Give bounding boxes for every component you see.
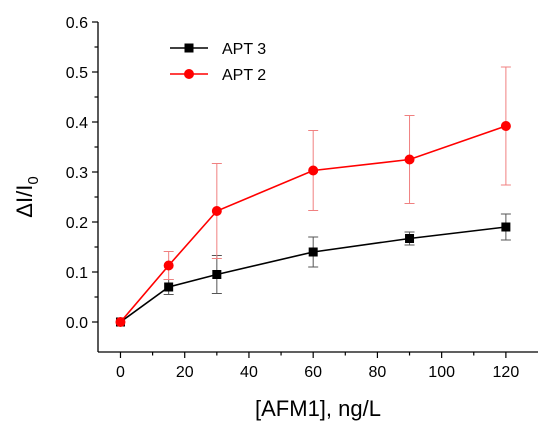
series-apt-3: [115, 213, 511, 327]
x-tick-label: 100: [428, 364, 455, 381]
y-tick-label: 0.5: [66, 65, 88, 82]
data-point: [405, 234, 415, 243]
data-point: [501, 222, 511, 232]
legend-label: APT 3: [222, 41, 266, 58]
y-axis: 0.0 0.1 0.2 0.3 0.4 0.5 0.6: [66, 15, 98, 332]
x-tick-label: 40: [240, 364, 258, 381]
y-tick-label: 0.4: [66, 115, 88, 132]
series-line: [119, 125, 507, 323]
legend-marker: [184, 69, 194, 79]
x-axis-title: [AFM1], ng/L: [255, 396, 381, 421]
data-point: [212, 270, 222, 279]
y-tick-label: 0.6: [66, 15, 88, 32]
series-line: [120, 226, 506, 323]
y-tick-label: 0.1: [66, 265, 88, 282]
legend-item: APT 2: [170, 67, 266, 84]
y-tick-label: 0.2: [66, 215, 88, 232]
legend-label: APT 2: [222, 67, 266, 84]
y-axis-title-main: ΔI/I: [12, 185, 37, 218]
x-tick-label: 0: [116, 364, 125, 381]
x-tick-label: 80: [369, 364, 387, 381]
data-point: [211, 206, 222, 216]
data-point: [163, 260, 174, 271]
series-layer: [115, 66, 511, 327]
data-point: [164, 282, 174, 292]
legend-marker: [184, 43, 194, 53]
y-tick-label: 0.3: [66, 165, 88, 182]
data-point: [500, 121, 511, 131]
x-tick-label: 120: [493, 364, 520, 381]
x-tick-label: 20: [176, 364, 194, 381]
x-tick-label: 60: [304, 364, 322, 381]
legend-item: APT 3: [170, 41, 266, 58]
series-apt-2: [115, 66, 511, 327]
y-tick-label: 0.0: [66, 315, 88, 332]
data-point: [308, 165, 319, 176]
legend: APT 3 APT 2: [170, 41, 266, 84]
y-axis-title: ΔI/I0: [12, 176, 42, 217]
data-point: [308, 247, 318, 257]
x-axis: 0 20 40 60 80 100 120: [116, 352, 519, 381]
y-axis-title-subscript: 0: [25, 176, 42, 184]
plot-frame: [97, 22, 538, 353]
data-point: [115, 317, 126, 327]
data-point: [404, 154, 415, 165]
